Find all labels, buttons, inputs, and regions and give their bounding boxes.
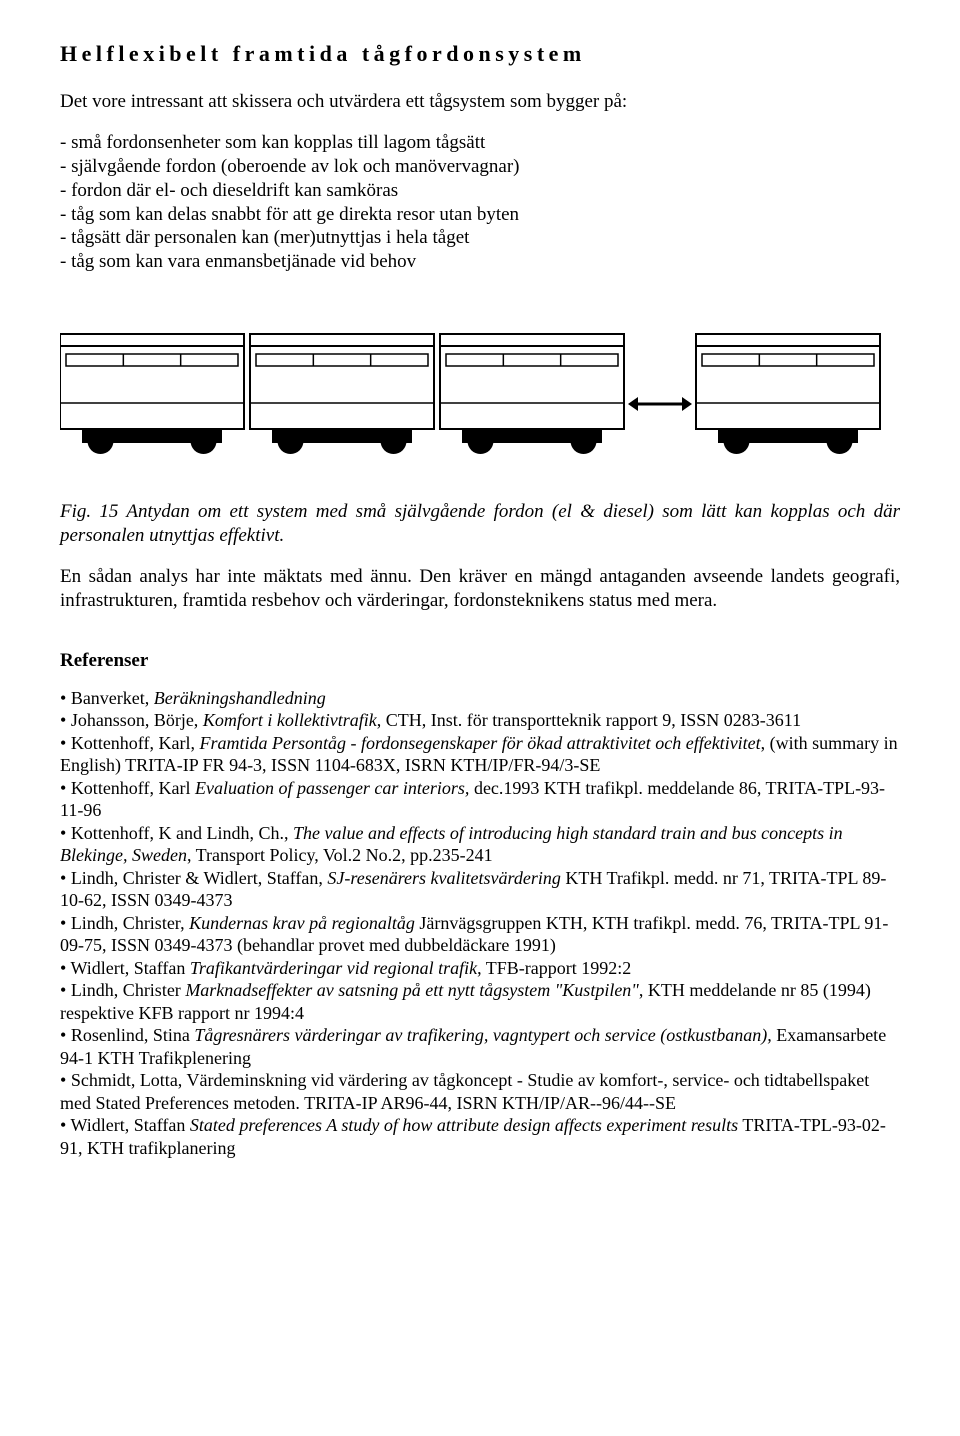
intro-paragraph: Det vore intressant att skissera och utv… (60, 90, 900, 114)
feature-bullet: tågsätt där personalen kan (mer)utnyttja… (60, 226, 900, 250)
post-figure-paragraph: En sådan analys har inte mäktats med änn… (60, 565, 900, 613)
feature-bullet: fordon där el- och dieseldrift kan samkö… (60, 179, 900, 203)
feature-bullet: tåg som kan delas snabbt för att ge dire… (60, 203, 900, 227)
reference-item: Kottenhoff, Karl Evaluation of passenger… (60, 777, 900, 822)
reference-item: Kottenhoff, K and Lindh, Ch., The value … (60, 822, 900, 867)
reference-item: Widlert, Staffan Stated preferences A st… (60, 1114, 900, 1159)
feature-bullet: tåg som kan vara enmansbetjänade vid beh… (60, 250, 900, 274)
feature-bullet: självgående fordon (oberoende av lok och… (60, 155, 900, 179)
page: Helflexibelt framtida tågfordonsystem De… (0, 0, 960, 1436)
feature-bullet: små fordonsenheter som kan kopplas till … (60, 131, 900, 155)
figure-caption: Fig. 15 Antydan om ett system med små sj… (60, 500, 900, 548)
reference-item: Lindh, Christer & Widlert, Staffan, SJ-r… (60, 867, 900, 912)
train-diagram (60, 314, 900, 474)
reference-item: Rosenlind, Stina Tågresnärers värderinga… (60, 1024, 900, 1069)
reference-item: Schmidt, Lotta, Värdeminskning vid värde… (60, 1069, 900, 1114)
references-list: Banverket, BeräkningshandledningJohansso… (60, 687, 900, 1160)
reference-item: Banverket, Beräkningshandledning (60, 687, 900, 710)
reference-item: Lindh, Christer, Kundernas krav på regio… (60, 912, 900, 957)
references-heading: Referenser (60, 649, 900, 673)
feature-bullets: små fordonsenheter som kan kopplas till … (60, 131, 900, 274)
page-title: Helflexibelt framtida tågfordonsystem (60, 40, 900, 68)
figure-caption-text: Fig. 15 Antydan om ett system med små sj… (60, 501, 900, 546)
reference-item: Widlert, Staffan Trafikantvärderingar vi… (60, 957, 900, 980)
reference-item: Kottenhoff, Karl, Framtida Persontåg - f… (60, 732, 900, 777)
reference-item: Johansson, Börje, Komfort i kollektivtra… (60, 709, 900, 732)
reference-item: Lindh, Christer Marknadseffekter av sats… (60, 979, 900, 1024)
